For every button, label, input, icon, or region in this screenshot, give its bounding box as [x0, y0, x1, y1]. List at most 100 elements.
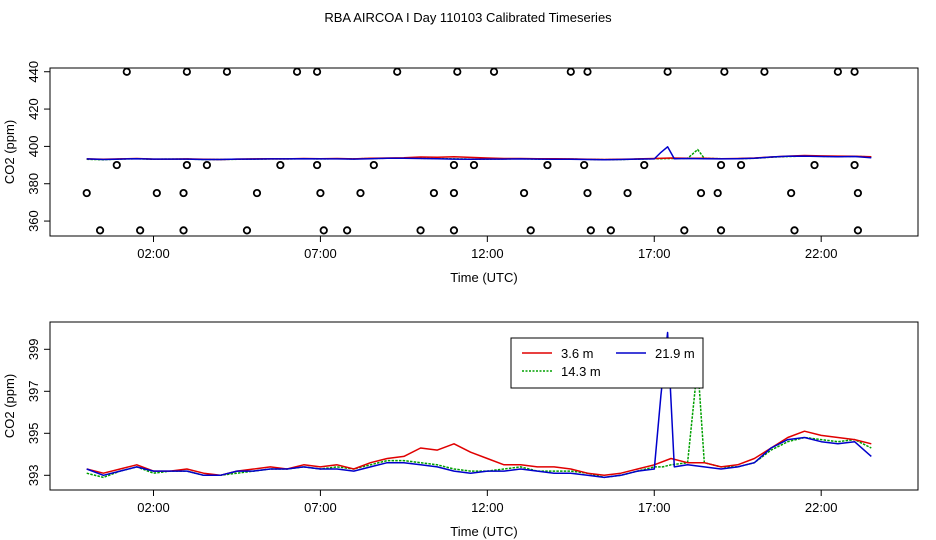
flag-point	[810, 160, 819, 170]
flag-point	[356, 188, 365, 198]
flag-point	[543, 160, 552, 170]
flag-point	[696, 188, 706, 198]
flag-point	[663, 67, 672, 76]
flag-point	[312, 160, 322, 170]
flag-point	[242, 226, 252, 235]
flag-point	[716, 160, 726, 170]
flag-point	[95, 226, 105, 235]
top-series-lines	[86, 146, 872, 161]
flag-point	[292, 67, 302, 76]
x-tick-label: 07:00	[304, 246, 337, 261]
top-plot-frame	[49, 67, 919, 237]
flag-point	[449, 226, 459, 235]
series-line-s219	[86, 146, 872, 161]
x-tick-label: 17:00	[638, 500, 671, 515]
flag-point	[586, 226, 595, 235]
flag-point	[449, 188, 459, 198]
x-tick-label: 17:00	[638, 246, 671, 261]
flag-point	[713, 188, 722, 198]
y-tick-label: 440	[26, 61, 41, 83]
flag-point	[319, 226, 328, 235]
y-tick-label: 399	[26, 338, 41, 360]
flag-point	[853, 226, 863, 235]
flag-point	[179, 226, 188, 235]
flag-point	[202, 160, 212, 170]
flag-point	[583, 67, 592, 76]
series-line-s143	[86, 363, 872, 479]
top-flag-points	[82, 67, 863, 235]
flag-point	[580, 160, 589, 170]
flag-point	[736, 160, 746, 170]
legend: 3.6 m 21.9 m 14.3 m	[510, 337, 704, 389]
flag-point	[519, 188, 529, 198]
flag-point	[182, 160, 191, 170]
x-tick-label: 22:00	[805, 500, 838, 515]
legend-box	[510, 337, 704, 389]
flag-point	[680, 226, 689, 235]
flag-point	[790, 226, 799, 235]
x-tick-label: 07:00	[304, 500, 337, 515]
flag-point	[276, 160, 285, 170]
series-line-s36	[86, 430, 872, 477]
y-tick-label: 400	[26, 136, 41, 158]
legend-label-3-6m: 3.6 m	[561, 346, 594, 361]
top-x-axis: 02:00 07:00 12:00 17:00 22:00	[137, 235, 838, 261]
top-x-axis-label: Time (UTC)	[450, 270, 517, 285]
flag-point	[720, 67, 729, 76]
series-line-s219	[86, 331, 872, 479]
flag-point	[850, 67, 859, 76]
flag-point	[760, 67, 769, 76]
x-tick-label: 12:00	[471, 246, 504, 261]
flag-point	[393, 67, 402, 76]
y-tick-label: 393	[26, 464, 41, 486]
legend-label-14-3m: 14.3 m	[561, 364, 601, 379]
y-tick-label: 360	[26, 210, 41, 232]
flag-point	[640, 160, 649, 170]
flag-point	[429, 188, 439, 198]
flag-point	[343, 226, 352, 235]
bottom-series-lines	[86, 331, 872, 479]
flag-point	[623, 188, 632, 198]
flag-point	[850, 160, 859, 170]
flag-point	[449, 160, 459, 170]
flag-point	[369, 160, 378, 170]
flag-point	[526, 226, 535, 235]
flag-point	[453, 67, 462, 76]
flag-point	[489, 67, 499, 76]
bottom-y-axis: 393 395 397 399	[26, 338, 51, 486]
y-tick-label: 380	[26, 173, 41, 195]
x-tick-label: 12:00	[471, 500, 504, 515]
flag-point	[416, 226, 425, 235]
bottom-x-axis: 02:00 07:00 12:00 17:00 22:00	[137, 489, 838, 515]
flag-point	[136, 226, 145, 235]
top-panel: 02:00 07:00 12:00 17:00 22:00 360 380 400 420 44…	[2, 61, 919, 285]
y-tick-label: 395	[26, 422, 41, 444]
x-tick-label: 02:00	[137, 500, 170, 515]
flag-point	[316, 188, 325, 198]
chart-title: RBA AIRCOA I Day 110103 Calibrated Times…	[324, 10, 612, 25]
flag-point	[179, 188, 188, 198]
flag-point	[112, 160, 121, 170]
flag-point	[182, 67, 191, 76]
x-tick-label: 22:00	[805, 246, 838, 261]
bottom-x-axis-label: Time (UTC)	[450, 524, 517, 539]
flag-point	[152, 188, 161, 198]
y-tick-label: 420	[26, 98, 41, 120]
flag-point	[566, 67, 575, 76]
flag-point	[583, 188, 592, 198]
flag-point	[82, 188, 91, 198]
flag-point	[606, 226, 615, 235]
flag-point	[312, 67, 322, 76]
flag-point	[833, 67, 842, 76]
flag-point	[716, 226, 726, 235]
flag-point	[787, 188, 796, 198]
x-tick-label: 02:00	[137, 246, 170, 261]
flag-point	[122, 67, 131, 76]
y-tick-label: 397	[26, 380, 41, 402]
legend-label-21-9m: 21.9 m	[655, 346, 695, 361]
bottom-panel: 02:00 07:00 12:00 17:00 22:00 393 395 397 399 T…	[2, 321, 919, 539]
bottom-plot-frame	[49, 321, 919, 491]
flag-point	[252, 188, 262, 198]
flag-point	[853, 188, 863, 198]
